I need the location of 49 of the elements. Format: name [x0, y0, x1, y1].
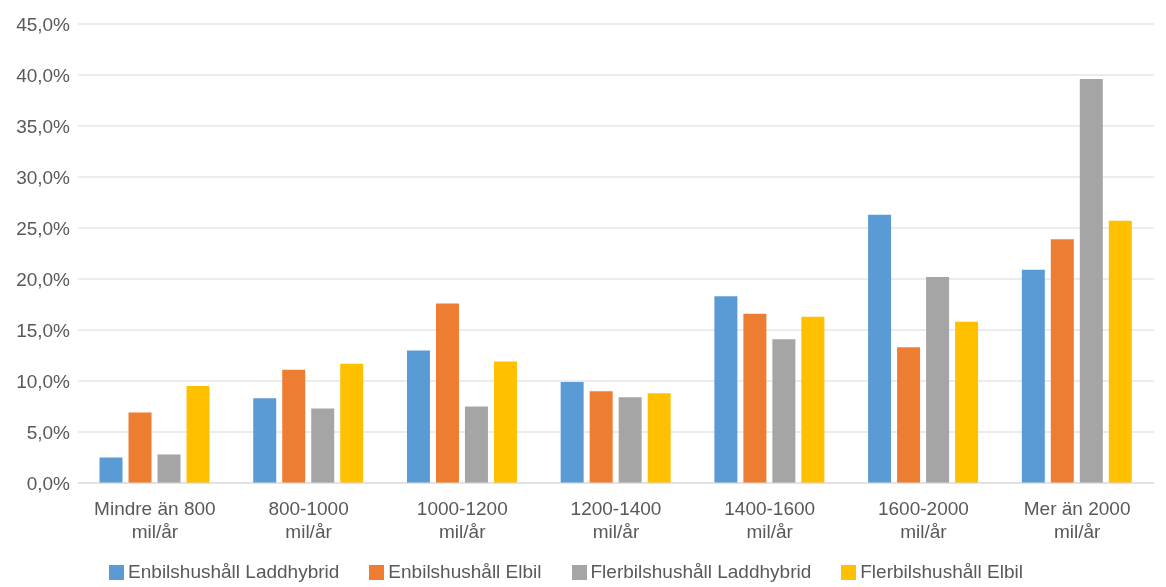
legend-label: Flerbilshushåll Elbil — [860, 561, 1023, 582]
bar — [464, 406, 488, 483]
x-tick-label: 800-1000 mil/år — [268, 498, 349, 542]
legend-label: Flerbilshushåll Laddhybrid — [590, 561, 812, 582]
bar — [589, 391, 613, 483]
y-tick-label: 25,0% — [16, 217, 71, 239]
bar — [955, 321, 979, 483]
bar — [714, 296, 738, 483]
bar — [1021, 269, 1045, 483]
bar — [340, 363, 364, 483]
bar — [157, 454, 181, 483]
y-tick-label: 45,0% — [16, 13, 71, 35]
bar — [772, 339, 796, 483]
bar — [493, 361, 517, 483]
x-tick-label: 1400-1600 mil/år — [724, 498, 816, 542]
bar — [1079, 79, 1103, 483]
x-tick-label: 1600-2000 mil/år — [877, 498, 969, 542]
bar — [253, 398, 277, 483]
bar — [406, 350, 430, 483]
legend-label: Enbilshushåll Elbil — [388, 561, 542, 582]
y-tick-label: 35,0% — [16, 115, 71, 137]
x-tick-label: Mindre än 800 mil/år — [94, 498, 216, 542]
bar — [647, 393, 671, 483]
bar — [897, 347, 921, 483]
bar — [868, 214, 892, 483]
y-tick-label: 20,0% — [16, 268, 71, 290]
bar — [1050, 239, 1074, 483]
bar — [560, 382, 584, 483]
bar — [1108, 220, 1132, 483]
bar — [99, 457, 123, 483]
bar — [618, 397, 642, 483]
bar — [282, 369, 306, 483]
x-tick-label: Mer än 2000 mil/år — [1023, 498, 1131, 542]
y-tick-label: 5,0% — [26, 421, 71, 443]
y-tick-label: 30,0% — [16, 166, 71, 188]
y-tick-label: 10,0% — [16, 370, 71, 392]
y-tick-label: 0,0% — [26, 472, 71, 494]
x-tick-label: 1000-1200 mil/år — [416, 498, 508, 542]
legend-label: Enbilshushåll Laddhybrid — [128, 561, 340, 582]
bar — [801, 316, 825, 483]
bar — [128, 412, 152, 483]
bar — [926, 276, 950, 483]
bar — [743, 313, 767, 483]
y-tick-label: 15,0% — [16, 319, 71, 341]
x-tick-label: 1200-1400 mil/år — [570, 498, 662, 542]
bar — [186, 386, 210, 483]
bar — [311, 408, 335, 483]
bar — [435, 303, 459, 483]
y-tick-label: 40,0% — [16, 64, 71, 86]
